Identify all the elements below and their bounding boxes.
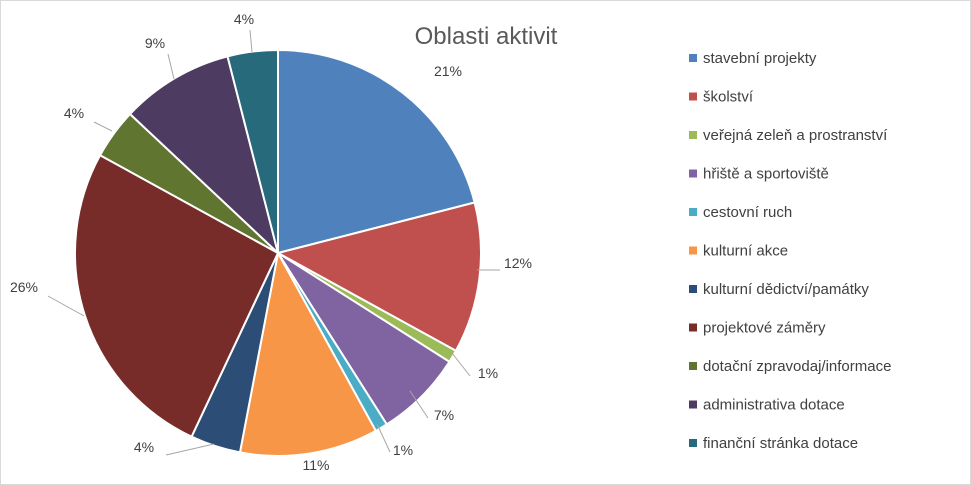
legend-label: dotační zpravodaj/informace xyxy=(703,358,891,375)
data-label: 11% xyxy=(303,457,330,473)
legend-swatch xyxy=(689,131,697,139)
legend-label: veřejná zeleň a prostranství xyxy=(703,127,888,144)
legend-label: finanční stránka dotace xyxy=(703,435,858,452)
data-label: 1% xyxy=(478,365,498,381)
legend-swatch xyxy=(689,362,697,370)
leader-line xyxy=(167,53,175,80)
legend-label: cestovní ruch xyxy=(703,204,792,221)
leader-lines xyxy=(47,29,500,456)
pie-slice xyxy=(238,250,378,457)
data-label: 26% xyxy=(10,279,38,295)
leader-line xyxy=(47,295,85,317)
data-labels: 21% 12% 1% 7% 1% 11% 4% 26% 4% 9% 4% xyxy=(10,11,532,473)
data-label: 12% xyxy=(504,255,532,271)
pie-slice xyxy=(277,48,476,255)
pie-slice xyxy=(275,201,482,353)
data-label: 7% xyxy=(434,407,454,423)
data-label: 4% xyxy=(234,11,254,27)
data-label: 9% xyxy=(145,35,165,51)
leader-line xyxy=(409,390,429,419)
data-label: 4% xyxy=(64,105,84,121)
legend-swatch xyxy=(689,285,697,293)
legend-label: hřiště a sportoviště xyxy=(703,166,829,183)
leader-line xyxy=(93,121,113,132)
legend-label: kulturní dědictví/památky xyxy=(703,281,869,298)
legend-label: administrativa dotace xyxy=(703,397,845,414)
pie-slices xyxy=(74,48,482,457)
legend-label: stavební projekty xyxy=(703,50,817,67)
leader-line xyxy=(249,29,253,53)
legend-label: školství xyxy=(703,89,754,106)
legend: stavební projekty školství veřejná zeleň a… xyxy=(689,50,891,452)
legend-swatch xyxy=(689,54,697,62)
data-label: 4% xyxy=(134,439,154,455)
legend-swatch xyxy=(689,323,697,332)
legend-label: kulturní akce xyxy=(703,243,788,260)
legend-swatch xyxy=(689,439,697,447)
data-label: 1% xyxy=(393,442,413,458)
legend-swatch xyxy=(689,92,697,101)
data-label: 21% xyxy=(434,63,462,79)
legend-swatch xyxy=(689,246,697,255)
legend-swatch xyxy=(689,400,697,409)
legend-swatch xyxy=(689,169,697,178)
leader-line xyxy=(451,352,471,377)
leader-line xyxy=(165,443,215,456)
legend-label: projektové záměry xyxy=(703,320,826,337)
pie-slice xyxy=(128,55,280,257)
chart-title: Oblasti aktivit xyxy=(415,23,558,50)
legend-swatch xyxy=(689,208,697,216)
leader-line xyxy=(376,423,391,453)
pie-slice xyxy=(226,48,279,254)
